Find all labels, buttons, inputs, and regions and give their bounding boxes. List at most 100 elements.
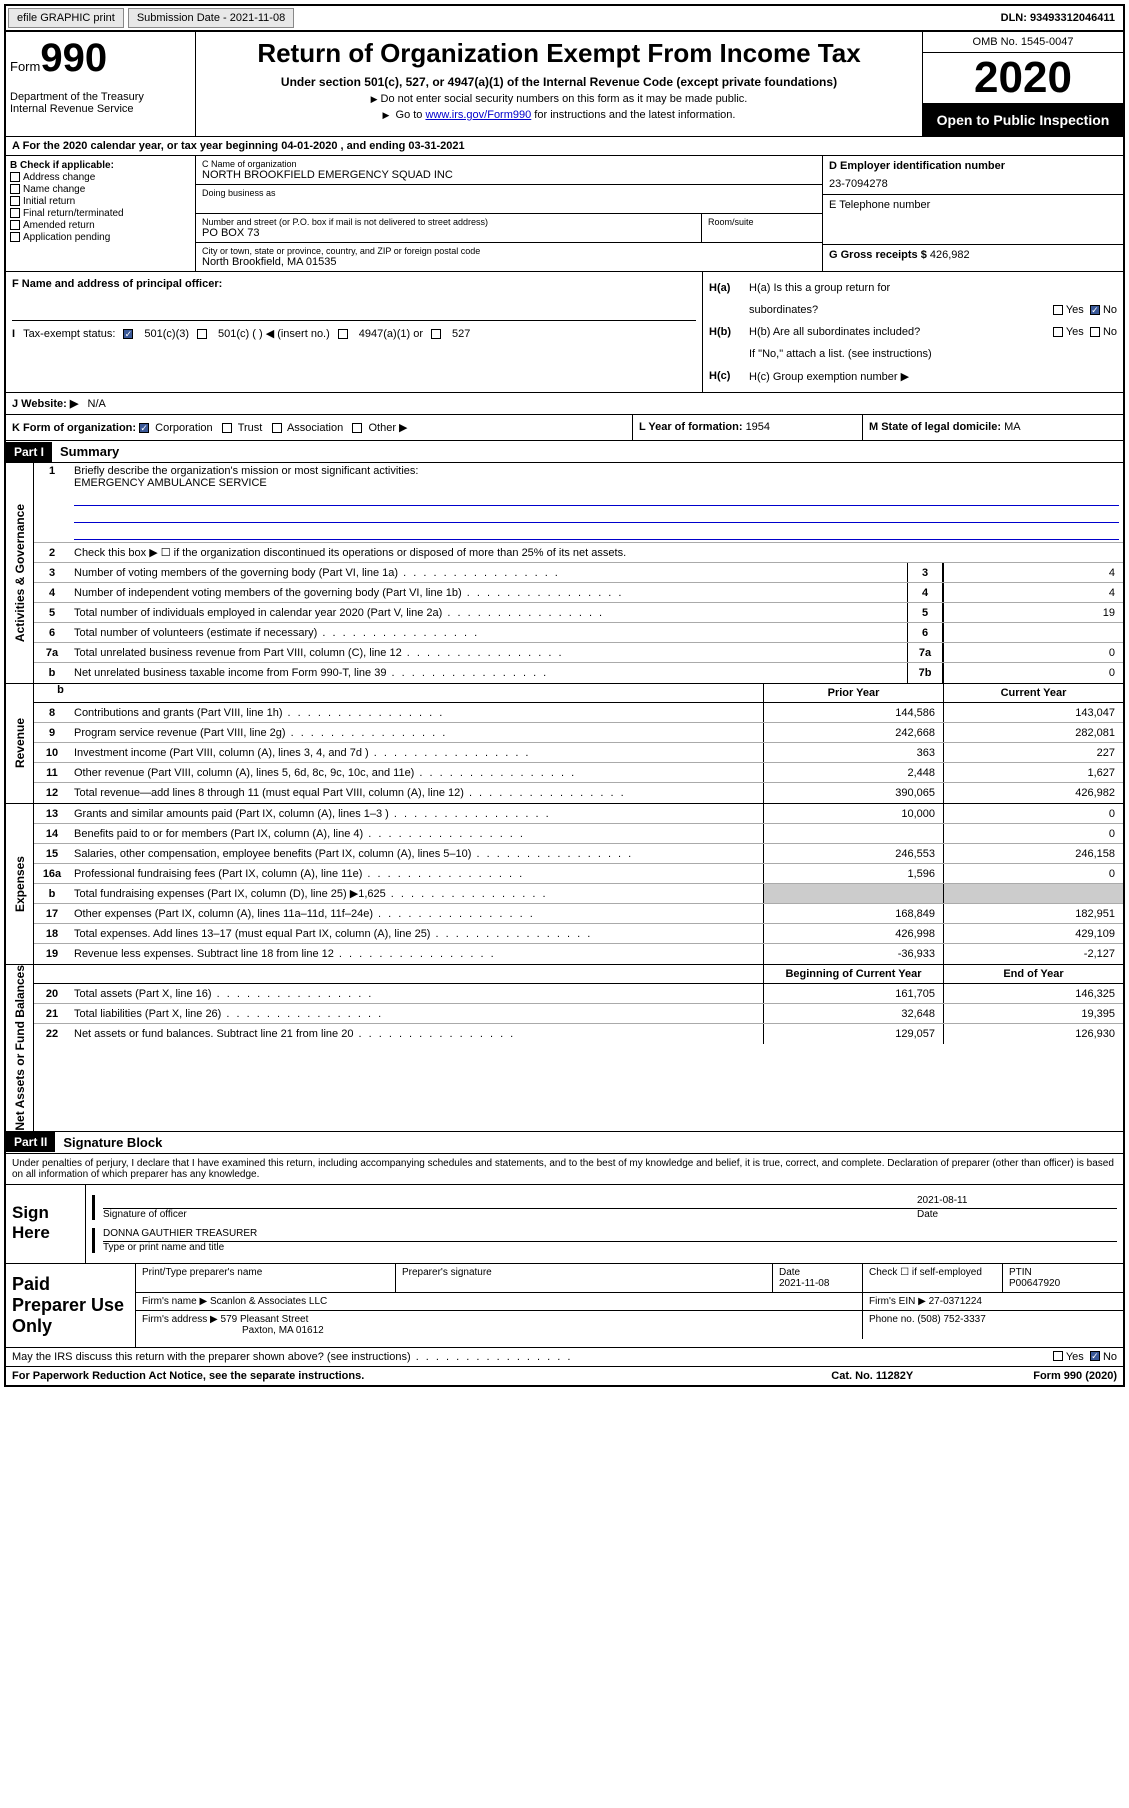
netassets-tab-label: Net Assets or Fund Balances [13, 965, 27, 1131]
prior-year-header: Prior Year [763, 684, 943, 702]
chk-other[interactable] [352, 423, 362, 433]
col-d-ein: D Employer identification number 23-7094… [823, 156, 1123, 271]
chk-name-change[interactable]: Name change [10, 184, 191, 195]
public-inspection-badge: Open to Public Inspection [923, 104, 1123, 136]
chk-address-change[interactable]: Address change [10, 172, 191, 183]
governance-section: Activities & Governance 1 Briefly descri… [6, 463, 1123, 684]
hb-label: H(b) Are all subordinates included? [749, 326, 1053, 338]
form-title: Return of Organization Exempt From Incom… [200, 38, 918, 69]
no-label: No [1103, 304, 1117, 316]
efile-print-button[interactable]: efile GRAPHIC print [8, 8, 124, 28]
dln-label: DLN: [1001, 12, 1030, 24]
part-1-title: Summary [52, 441, 127, 462]
ptin-value: P00647920 [1009, 1278, 1060, 1289]
firm-addr2: Paxton, MA 01612 [242, 1325, 324, 1336]
chk-527[interactable] [431, 329, 441, 339]
chk-label: Application pending [23, 232, 110, 243]
no-label: No [1103, 326, 1117, 338]
chk-initial-return[interactable]: Initial return [10, 196, 191, 207]
cat-no: Cat. No. 11282Y [831, 1370, 913, 1382]
form-subtitle: Under section 501(c), 527, or 4947(a)(1)… [200, 75, 918, 89]
revenue-tab-label: Revenue [13, 718, 27, 768]
line-13: 13Grants and similar amounts paid (Part … [34, 804, 1123, 824]
firm-addr-label: Firm's address ▶ [142, 1314, 218, 1325]
ha-yes[interactable] [1053, 305, 1063, 315]
chk-4947[interactable] [338, 329, 348, 339]
prep-date: 2021-11-08 [779, 1278, 829, 1289]
hb-no[interactable] [1090, 327, 1100, 337]
firm-name-label: Firm's name ▶ [142, 1296, 207, 1307]
tax-year: 2020 [923, 53, 1123, 104]
phone-label: Phone no. [869, 1314, 917, 1325]
chk-association[interactable] [272, 423, 282, 433]
omb-number: OMB No. 1545-0047 [923, 32, 1123, 53]
gov-line-7a: 7aTotal unrelated business revenue from … [34, 643, 1123, 663]
opt-527: 527 [452, 328, 470, 340]
gov-line-b: bNet unrelated business taxable income f… [34, 663, 1123, 683]
firm-ein-label: Firm's EIN ▶ [869, 1296, 926, 1307]
part-2-title: Signature Block [55, 1132, 170, 1153]
irs-link[interactable]: www.irs.gov/Form990 [425, 109, 531, 121]
form-header: Form990 Department of the Treasury Inter… [6, 32, 1123, 137]
chk-amended-return[interactable]: Amended return [10, 220, 191, 231]
form-number: Form990 [10, 36, 191, 81]
chk-501c3[interactable] [123, 329, 133, 339]
line-14: 14Benefits paid to or for members (Part … [34, 824, 1123, 844]
discuss-yes[interactable] [1053, 1351, 1063, 1361]
dba-cell: Doing business as [196, 185, 822, 214]
org-name-value: NORTH BROOKFIELD EMERGENCY SQUAD INC [202, 169, 816, 181]
opt-4947: 4947(a)(1) or [359, 328, 423, 340]
principal-officer: F Name and address of principal officer:… [6, 272, 703, 392]
l1-value: EMERGENCY AMBULANCE SERVICE [74, 477, 1119, 489]
netassets-section: Net Assets or Fund Balances Beginning of… [6, 965, 1123, 1132]
footer-question: May the IRS discuss this return with the… [6, 1348, 1123, 1367]
hb-yes[interactable] [1053, 327, 1063, 337]
room-label: Room/suite [708, 217, 816, 227]
tel-cell: E Telephone number [823, 195, 1123, 245]
gross-value: 426,982 [930, 249, 970, 261]
prep-header-row: Print/Type preparer's name Preparer's si… [136, 1264, 1123, 1293]
preparer-table: Print/Type preparer's name Preparer's si… [136, 1264, 1123, 1347]
prep-addr-row: Firm's address ▶ 579 Pleasant Street Pax… [136, 1311, 1123, 1339]
line-21: 21Total liabilities (Part X, line 26)32,… [34, 1004, 1123, 1024]
header-right: OMB No. 1545-0047 2020 Open to Public In… [923, 32, 1123, 136]
begin-year-header: Beginning of Current Year [763, 965, 943, 983]
chk-trust[interactable] [222, 423, 232, 433]
prep-h2: Date2021-11-08 [773, 1264, 863, 1292]
header-left: Form990 Department of the Treasury Inter… [6, 32, 196, 136]
line-17: 17Other expenses (Part IX, column (A), l… [34, 904, 1123, 924]
form-no: 990 [40, 36, 107, 80]
line-8: 8Contributions and grants (Part VIII, li… [34, 703, 1123, 723]
yes-label: Yes [1066, 1351, 1084, 1363]
ha-no[interactable] [1090, 305, 1100, 315]
line-10: 10Investment income (Part VIII, column (… [34, 743, 1123, 763]
line-11: 11Other revenue (Part VIII, column (A), … [34, 763, 1123, 783]
row-j-website: J Website: ▶ N/A [6, 393, 1123, 415]
group-return: H(a) H(a) Is this a group return for sub… [703, 272, 1123, 392]
department: Department of the Treasury Internal Reve… [10, 91, 191, 115]
chk-label: Final return/terminated [23, 208, 124, 219]
hc-label: H(c) Group exemption number ▶ [749, 370, 909, 383]
preparer-row: Paid Preparer Use Only Print/Type prepar… [6, 1264, 1123, 1348]
submission-date-value: 2021-11-08 [230, 12, 285, 24]
yes-label: Yes [1066, 304, 1084, 316]
line-22: 22Net assets or fund balances. Subtract … [34, 1024, 1123, 1044]
org-name-cell: C Name of organization NORTH BROOKFIELD … [196, 156, 822, 185]
form-of-org: K Form of organization: Corporation Trus… [6, 415, 633, 440]
line-18: 18Total expenses. Add lines 13–17 (must … [34, 924, 1123, 944]
opt-501c: 501(c) ( ) ◀ (insert no.) [218, 327, 330, 340]
chk-501c[interactable] [197, 329, 207, 339]
year-formation: L Year of formation: 1954 [633, 415, 863, 440]
chk-label: Name change [23, 184, 85, 195]
chk-final-return[interactable]: Final return/terminated [10, 208, 191, 219]
col-b-checkboxes: B Check if applicable: Address change Na… [6, 156, 196, 271]
expenses-tab-label: Expenses [13, 856, 27, 912]
governance-tab-label: Activities & Governance [13, 504, 27, 642]
discuss-no[interactable] [1090, 1351, 1100, 1361]
current-year-header: Current Year [943, 684, 1123, 702]
expenses-section: Expenses 13Grants and similar amounts pa… [6, 804, 1123, 965]
chk-application-pending[interactable]: Application pending [10, 232, 191, 243]
chk-corporation[interactable] [139, 423, 149, 433]
gross-label: G Gross receipts $ [829, 249, 930, 261]
note-link: Go to www.irs.gov/Form990 for instructio… [200, 109, 918, 121]
